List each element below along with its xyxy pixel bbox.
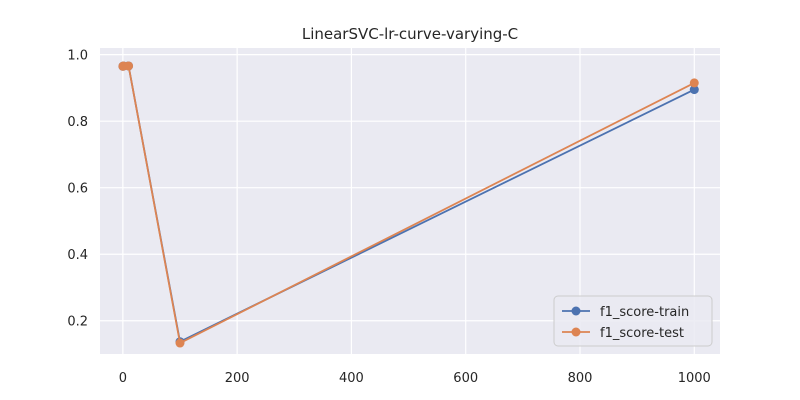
legend-marker [571, 327, 581, 337]
y-tick-label: 0.8 [67, 115, 88, 130]
x-tick-label: 800 [568, 371, 593, 386]
series-f1_score-test [118, 61, 699, 348]
data-point [175, 338, 185, 348]
legend-marker [571, 306, 581, 316]
legend-label: f1_score-train [600, 305, 689, 320]
legend-item: f1_score-train [562, 305, 689, 320]
y-tick-label: 0.4 [67, 248, 88, 263]
legend-label: f1_score-test [600, 326, 684, 341]
x-tick-label: 200 [225, 371, 250, 386]
x-tick-label: 600 [453, 371, 478, 386]
series-layer [118, 61, 699, 348]
data-point [689, 78, 699, 88]
x-tick-labels: 0 200 400 600 800 1000 [119, 371, 711, 386]
y-tick-label: 0.6 [67, 182, 88, 197]
data-point [689, 85, 699, 95]
x-tick-label: 0 [119, 371, 127, 386]
x-tick-label: 400 [339, 371, 364, 386]
data-point [124, 61, 134, 71]
y-tick-label: 1.0 [67, 49, 88, 64]
chart-title: LinearSVC-lr-curve-varying-C [302, 25, 518, 43]
y-tick-labels: 0.2 0.4 0.6 0.8 1.0 [67, 49, 88, 330]
legend: f1_score-train f1_score-test [553, 295, 713, 347]
x-tick-label: 1000 [678, 371, 711, 386]
legend-box [553, 295, 713, 347]
legend-item: f1_score-test [562, 326, 684, 341]
y-tick-label: 0.2 [67, 315, 88, 330]
